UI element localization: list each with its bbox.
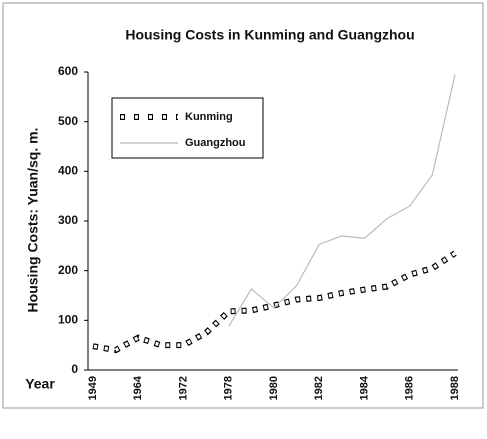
x-tick-label: 1964 <box>132 375 144 400</box>
x-tick-label: 1949 <box>87 376 99 400</box>
y-tick-label: 200 <box>58 263 78 277</box>
y-axis-label: Housing Costs: Yuan/sq. m. <box>25 128 41 313</box>
series-line-inner <box>92 251 456 352</box>
y-tick-label: 100 <box>58 313 78 327</box>
x-axis-label: Year <box>25 376 55 392</box>
frame <box>2 2 484 409</box>
series-line <box>228 74 456 327</box>
y-tick-label: 400 <box>58 164 78 178</box>
x-tick-label: 1988 <box>449 376 461 400</box>
y-tick-label: 600 <box>58 64 78 78</box>
x-tick-label: 1972 <box>177 376 189 400</box>
x-tick-label: 1978 <box>223 376 235 400</box>
x-tick-label: 1982 <box>313 376 325 400</box>
legend-label: Guangzhou <box>185 137 246 149</box>
chart-title: Housing Costs in Kunming and Guangzhou <box>125 27 414 43</box>
series-line <box>92 250 457 354</box>
x-tick-label: 1986 <box>404 376 416 400</box>
legend <box>111 97 264 159</box>
y-tick-label: 0 <box>71 362 78 376</box>
x-tick-label: 1984 <box>358 375 370 400</box>
y-tick-label: 500 <box>58 114 78 128</box>
y-tick-label: 300 <box>58 213 78 227</box>
x-tick-label: 1980 <box>268 376 280 400</box>
legend-label: Kunming <box>185 111 233 123</box>
